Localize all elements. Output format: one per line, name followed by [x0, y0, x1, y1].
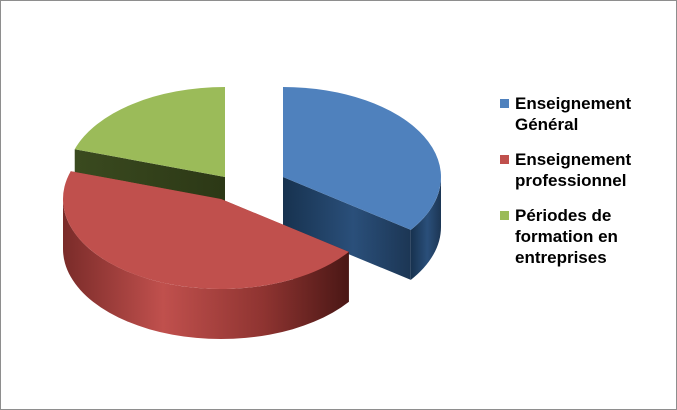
legend-label-line: entreprises	[515, 248, 607, 267]
legend-item: Enseignement Général	[498, 93, 674, 135]
legend-item: Périodes de formation en entreprises	[498, 205, 674, 268]
legend: Enseignement Général Enseignement profes…	[498, 93, 674, 282]
legend-label-line: Périodes de	[515, 206, 612, 225]
legend-swatch-entreprises	[500, 211, 509, 220]
legend-item: Enseignement professionnel	[498, 149, 674, 191]
legend-label-line: formation en	[515, 227, 618, 246]
slice-enseignement-general	[283, 87, 441, 280]
pie-chart	[63, 87, 441, 339]
legend-swatch-professionnel	[500, 155, 509, 164]
legend-label-line: professionnel	[515, 171, 627, 190]
legend-label-line: Enseignement	[515, 150, 632, 169]
legend-label-line: Enseignement	[515, 94, 632, 113]
legend-swatch-general	[500, 99, 509, 108]
slice-enseignement-professionnel	[63, 171, 349, 339]
legend-label-line: Général	[515, 115, 579, 134]
